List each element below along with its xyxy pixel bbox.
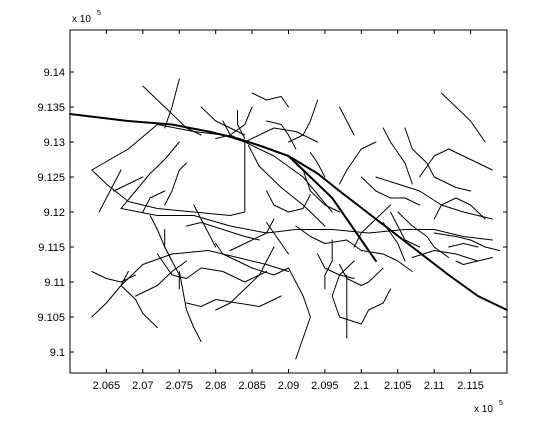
road-line-49 — [288, 99, 319, 143]
road-line-6 — [120, 250, 289, 286]
road-line-5 — [247, 145, 326, 227]
x-axis-exponent: x 10 5 — [474, 400, 503, 415]
x-tick-label: 2.08 — [205, 380, 226, 392]
y-tick-label: 9.105 — [37, 312, 65, 324]
road-line-44 — [164, 78, 180, 129]
road-line-11 — [178, 271, 202, 342]
x-tick-label: 2.1 — [354, 380, 369, 392]
road-line-36 — [164, 229, 180, 290]
x-exponent-base: x 10 — [474, 404, 493, 415]
y-tick-label: 9.1 — [50, 347, 65, 359]
road-line-38 — [317, 253, 355, 279]
road-line-59 — [135, 260, 187, 297]
y-axis-exponent: x 10 5 — [72, 10, 101, 25]
road-line-29 — [215, 243, 289, 276]
road-line-19 — [302, 169, 340, 213]
x-tick-label: 2.065 — [93, 380, 121, 392]
road-line-10 — [186, 295, 282, 307]
road-line-3 — [120, 208, 493, 241]
major-road-line-0 — [69, 113, 508, 311]
road-line-22 — [360, 176, 421, 206]
x-tick-label: 2.07 — [132, 380, 153, 392]
road-line-62 — [390, 211, 421, 248]
y-exponent-base: x 10 — [72, 14, 91, 25]
road-line-45 — [251, 92, 289, 108]
roads-layer — [69, 78, 508, 360]
road-line-34 — [193, 204, 217, 248]
road-line-61 — [309, 152, 326, 178]
road-line-9 — [156, 253, 268, 283]
y-tick-label: 9.11 — [44, 277, 65, 289]
x-tick-label: 2.085 — [238, 380, 266, 392]
road-line-63 — [455, 257, 493, 265]
road-line-17 — [419, 148, 493, 178]
road-line-50 — [339, 106, 355, 136]
road-line-16 — [375, 176, 493, 220]
road-line-8 — [91, 271, 129, 318]
road-line-25 — [433, 232, 501, 251]
road-line-15 — [331, 260, 391, 325]
road-line-32 — [120, 141, 180, 209]
road-line-23 — [397, 211, 450, 258]
x-axis-ticks: 2.065 2.07 2.075 2.08 2.085 2.09 2.095 2.1 2.105… — [93, 30, 484, 392]
road-line-2 — [91, 124, 246, 216]
y-tick-label: 9.115 — [38, 242, 65, 254]
road-line-42 — [448, 243, 479, 248]
y-exponent-power: 5 — [97, 10, 101, 17]
road-line-30 — [288, 267, 311, 360]
road-line-33 — [164, 162, 187, 206]
road-line-46 — [215, 106, 253, 139]
road-line-41 — [433, 197, 486, 220]
road-line-40 — [382, 222, 406, 262]
x-tick-label: 2.09 — [278, 380, 299, 392]
road-line-26 — [411, 250, 479, 262]
road-line-20 — [266, 190, 311, 213]
road-line-18 — [339, 141, 377, 185]
y-axis-ticks: 9.1 9.105 9.11 9.115 9.12 9.125 9.13 9.135 9.14 — [37, 67, 507, 359]
major-road-line-1 — [287, 155, 377, 262]
x-tick-label: 2.115 — [457, 380, 484, 392]
road-line-48 — [200, 106, 246, 136]
x-tick-label: 2.095 — [311, 380, 339, 392]
y-tick-label: 9.14 — [44, 67, 65, 79]
road-line-55 — [222, 120, 246, 143]
road-line-56 — [98, 169, 122, 213]
road-line-39 — [353, 204, 391, 248]
road-line-12 — [229, 218, 275, 251]
road-line-14 — [324, 239, 333, 290]
x-tick-label: 2.075 — [165, 380, 193, 392]
road-line-43 — [142, 85, 202, 136]
road-line-21 — [339, 264, 384, 286]
road-line-24 — [404, 127, 472, 192]
road-line-4 — [244, 141, 333, 213]
road-line-37 — [266, 222, 289, 255]
road-line-27 — [186, 222, 260, 241]
y-tick-label: 9.135 — [37, 102, 65, 114]
road-line-58 — [142, 190, 166, 213]
axes-frame — [69, 29, 508, 374]
road-line-7 — [120, 285, 158, 328]
y-tick-label: 9.13 — [44, 137, 65, 149]
x-exponent-power: 5 — [499, 400, 503, 407]
y-tick-label: 9.12 — [44, 207, 65, 219]
road-line-13 — [295, 225, 413, 272]
road-line-54 — [266, 120, 297, 150]
y-tick-label: 9.125 — [37, 172, 65, 184]
road-line-57 — [113, 176, 144, 192]
road-line-51 — [382, 127, 413, 185]
x-tick-label: 2.105 — [384, 380, 412, 392]
x-tick-label: 2.11 — [424, 380, 445, 392]
road-line-60 — [91, 271, 137, 283]
road-line-52 — [440, 92, 486, 143]
road-line-28 — [215, 246, 275, 311]
